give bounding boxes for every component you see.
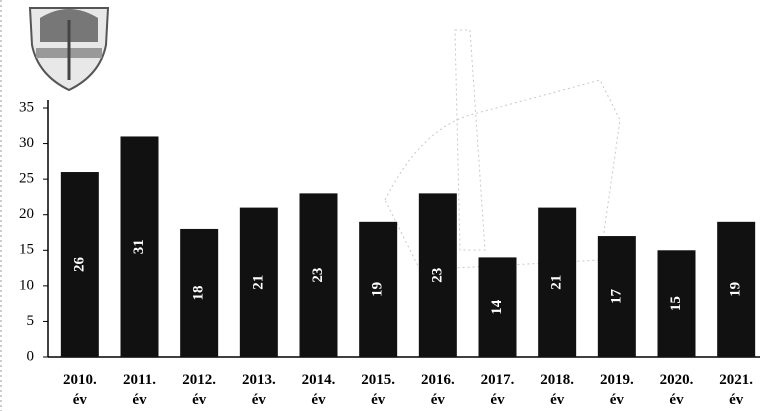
bar: [717, 221, 756, 357]
data-label: 21: [250, 275, 266, 290]
data-label: 17: [608, 289, 624, 305]
x-tick-label: 2010. év: [62, 372, 97, 408]
building-sketch: [384, 79, 621, 271]
y-tick-label: 10: [19, 277, 34, 293]
data-label: 21: [549, 275, 565, 290]
x-tick-label: 2013. év: [241, 372, 276, 408]
tower-sketch: [454, 29, 486, 251]
data-label: 26: [71, 257, 87, 273]
bar: [359, 221, 398, 357]
x-tick-label: 2019. év: [599, 372, 634, 408]
y-tick-label: 15: [19, 242, 34, 258]
x-tick-label: 2017. év: [480, 372, 515, 408]
data-label: 19: [370, 282, 386, 297]
x-tick-label: 2014. év: [301, 372, 336, 408]
bar: [597, 236, 636, 357]
data-label: 31: [131, 239, 147, 254]
bar: [418, 193, 457, 357]
x-tick-label: 2012. év: [182, 372, 217, 408]
data-label: 14: [489, 299, 505, 315]
background-art: [0, 0, 621, 411]
bar: [239, 207, 278, 357]
x-tick-label: 2021. év: [719, 372, 754, 408]
bar: [478, 257, 517, 357]
data-label: 23: [429, 268, 445, 283]
logo: [28, 7, 110, 92]
bar: [120, 136, 159, 357]
data-label: 19: [728, 282, 744, 297]
y-tick-label: 5: [27, 313, 35, 329]
data-label: 23: [310, 268, 326, 283]
data-label: 18: [191, 285, 207, 300]
y-tick-label: 0: [27, 348, 35, 364]
y-tick-label: 25: [19, 171, 34, 187]
bar: [180, 228, 219, 357]
bar: [60, 172, 99, 357]
y-tick-label: 20: [19, 206, 34, 222]
x-tick-label: 2016. év: [420, 372, 455, 408]
x-tick-label: 2011. év: [123, 372, 156, 408]
bar: [299, 193, 338, 357]
y-tick-label: 30: [19, 135, 34, 151]
bar: [657, 250, 696, 357]
y-tick-label: 35: [19, 99, 34, 115]
data-label: 15: [668, 296, 684, 311]
x-tick-label: 2018. év: [540, 372, 575, 408]
bar: [538, 207, 577, 357]
x-tick-label: 2015. év: [361, 372, 396, 408]
x-tick-label: 2020. év: [659, 372, 694, 408]
